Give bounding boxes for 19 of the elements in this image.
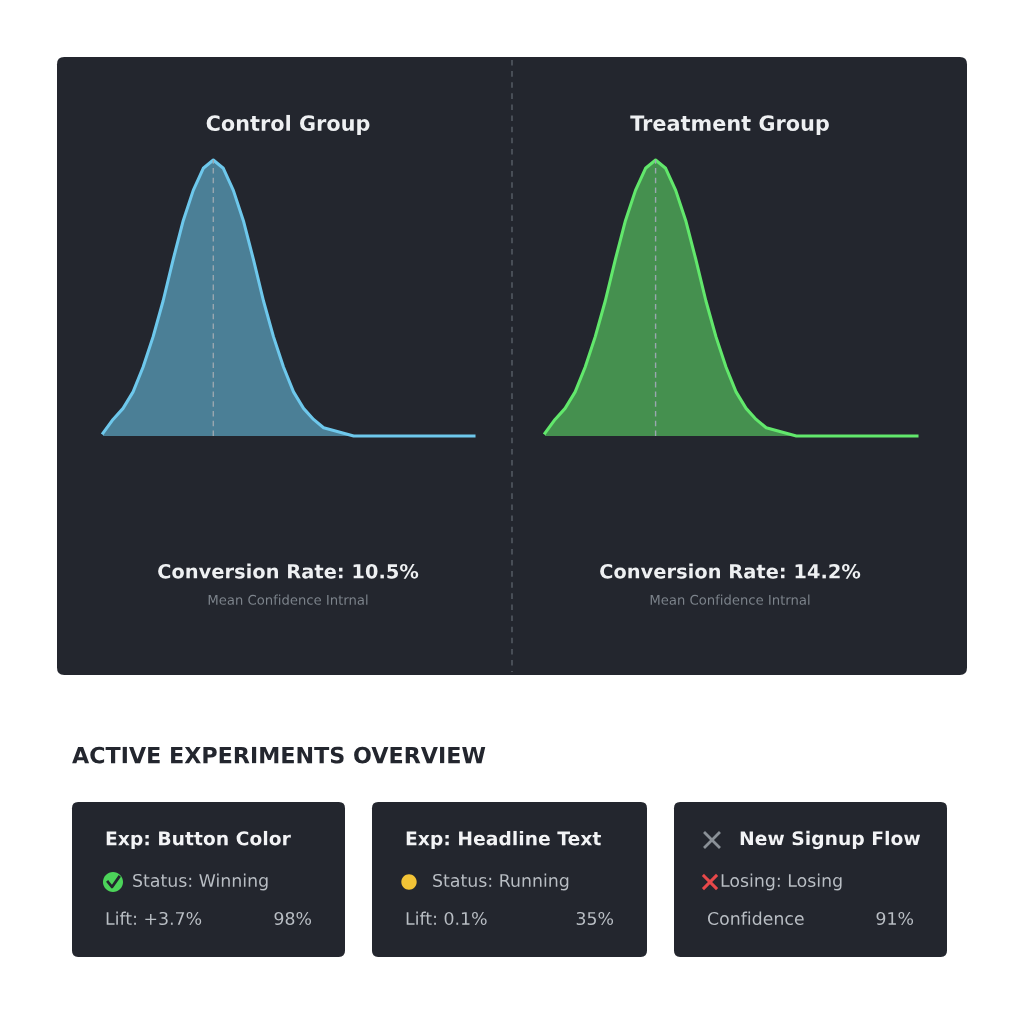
text: Status: Running [433,873,569,891]
text: Exp: Headline Text [406,830,601,850]
text: ACTIVE EXPERIMENTS OVERVIEW [72,746,486,764]
text: 98% [274,911,312,926]
text: Lift: +3.7% [106,911,202,926]
text: Status: Winning [133,873,268,891]
text: 91% [876,911,914,926]
text: Conversion Rate: 10.5% [158,563,419,579]
text: Lift: 0.1% [406,911,487,926]
text: Confidence [707,911,804,926]
text: Mean Confidence Intrnal [650,594,810,605]
text: Mean Confidence Intrnal [208,594,368,605]
text: 35% [576,911,614,926]
text: Exp: Button Color [106,830,291,850]
text: New Signup Flow [740,830,921,850]
text: Conversion Rate: 14.2% [600,563,861,579]
text: Losing: Losing [721,873,842,891]
chart-title: Control Group [206,114,370,136]
chart-title: Treatment Group [630,115,829,136]
